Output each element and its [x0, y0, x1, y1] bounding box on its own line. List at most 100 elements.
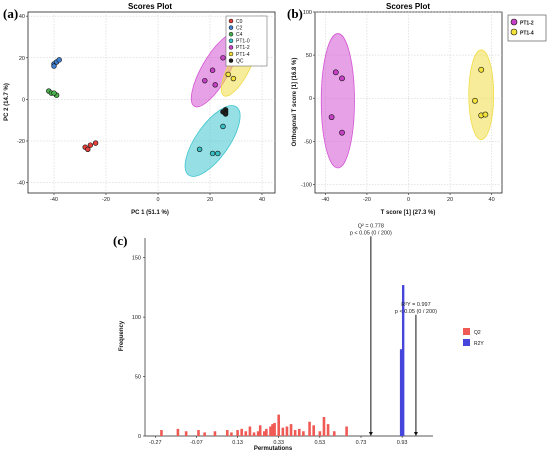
panel-a-xtick-label: -20 — [102, 197, 110, 203]
panel-a-xtick-label: 20 — [207, 197, 213, 203]
panel-c-bar-r2y — [401, 285, 405, 436]
panel-b-point-pt1-2 — [339, 75, 345, 82]
panel-c-bar-q2 — [230, 432, 233, 436]
panel-c-xtick-label: 0.93 — [397, 440, 408, 446]
panel-label-b: (b) — [287, 6, 303, 21]
panel-b-ytick-label: 50 — [306, 53, 312, 59]
panel-a-title: Scores Plot — [128, 2, 172, 11]
legend-label-c4: C4 — [236, 32, 243, 38]
panel-a-point-pt1-0 — [196, 146, 203, 153]
panel-a-point-c4 — [51, 90, 57, 96]
panel-c-bar-q2 — [263, 431, 266, 436]
panel-c-bar-q2 — [265, 428, 268, 436]
panel-c-bar-q2 — [197, 430, 200, 436]
panel-c-bar-q2 — [312, 425, 315, 436]
legend-marker-pt1-4 — [228, 51, 234, 57]
panel-c-bar-q2 — [236, 430, 239, 436]
panel-c-xlabel: Permutations — [254, 446, 293, 452]
panel-c-xtick-label: -0.07 — [190, 440, 203, 446]
panel-a-point-pt1-2 — [202, 77, 208, 84]
panel-c-ylabel: Frequency — [119, 320, 125, 351]
panel-c-bar-q2 — [213, 431, 217, 436]
panel-a-point-qc — [222, 111, 229, 117]
panel-b-xtick-label: 0 — [407, 197, 410, 203]
panel-a-point-pt1-0 — [215, 150, 221, 157]
panel-c-bar-q2 — [273, 422, 276, 436]
panel-b-ytick-label: 0 — [309, 96, 312, 102]
panel-c-xtick-label: 0.53 — [314, 440, 325, 446]
panel-c-bar-q2 — [293, 430, 297, 436]
panel-c-annotation-pvalue: p < 0.05 (0 / 200) — [350, 230, 392, 236]
panel-b-point-pt1-2 — [332, 69, 339, 76]
panel-b-ytick-label: -100 — [301, 182, 312, 188]
panel-a-xlabel: PC 1 (51.1 %) — [131, 210, 169, 216]
panel-c-annotation-pvalue: p < 0.05 (0 / 200) — [395, 309, 437, 315]
panel-c-bar-r2y — [399, 349, 403, 436]
legend-label-r2y: R2Y — [474, 341, 484, 347]
panel-c-permutation-histogram: Permutations Frequency 150 100 50 0 -0.27 -0.… — [119, 223, 484, 452]
panel-c-bar-q2 — [176, 428, 180, 436]
panel-a-ytick-label: 0 — [22, 97, 25, 103]
panel-b-point-pt1-2 — [339, 129, 345, 136]
panel-c-xtick-label: 0.13 — [232, 440, 243, 446]
panel-a-xtick-label: -40 — [50, 197, 58, 203]
panel-b-xtick-label: -20 — [363, 197, 371, 203]
panel-a-point-pt1-2 — [220, 55, 226, 61]
panel-a-xtick-label: 0 — [156, 197, 159, 203]
panel-a-ytick-label: -40 — [17, 181, 25, 187]
panel-c-ytick-label: 50 — [135, 375, 141, 381]
panel-a-point-pt1-4 — [230, 75, 237, 82]
panel-c-bar-q2 — [318, 431, 322, 436]
panel-c-bar-q2 — [258, 425, 262, 436]
panel-a-point-pt1-0 — [209, 150, 216, 157]
legend-marker-pt1-2 — [228, 45, 234, 50]
legend-label-pt1-2: PT1-2 — [236, 45, 250, 51]
panel-b-xtick-label: 20 — [447, 197, 453, 203]
panel-a-ylabel: PC 2 (14.7 %) — [4, 83, 10, 121]
panel-c-bar-q2 — [281, 427, 285, 436]
panel-c-bar-q2 — [285, 426, 289, 436]
legend-swatch-r2y — [463, 339, 470, 346]
legend-label-pt1-0: PT1-0 — [236, 39, 250, 45]
panel-label-c: (c) — [113, 233, 127, 248]
panel-c-bar-q2 — [184, 431, 188, 436]
panel-a-ytick-label: 40 — [19, 14, 25, 20]
legend-label-qc: QC — [236, 58, 244, 64]
panel-c-bar-q2 — [277, 414, 281, 436]
panel-a-point-pt1-0 — [220, 123, 226, 130]
panel-c-xtick-label: 0.33 — [273, 440, 284, 446]
panel-a-point-c2 — [56, 57, 62, 63]
panel-c-bar-q2 — [322, 416, 326, 436]
panel-c-bar-q2 — [248, 426, 252, 436]
legend-marker-pt1-4 — [510, 28, 518, 36]
legend-marker-c0 — [228, 18, 234, 24]
panel-b-xlabel: T score [1] (27.3 %) — [381, 210, 436, 216]
panel-a-plot-frame — [27, 11, 276, 194]
panel-c-bar-q2 — [269, 426, 272, 436]
panel-c-bar-q2 — [256, 431, 260, 436]
legend-label-pt1-4: PT1-4 — [520, 31, 534, 37]
panel-c-xtick-label: -0.27 — [149, 440, 162, 446]
panel-a-point-c0 — [92, 140, 99, 146]
panel-c-bar-q2 — [203, 432, 206, 436]
panel-c-bar-q2 — [160, 430, 163, 436]
legend-marker-pt1-0 — [228, 38, 234, 44]
panel-c-bar-q2 — [302, 431, 305, 436]
panel-a-scores-plot: Scores Plot PC 1 (51.1 %) PC 2 (14.7 %) … — [4, 2, 276, 216]
panel-c-bar-q2 — [240, 428, 243, 436]
legend-marker-c4 — [228, 31, 234, 37]
panel-c-annotation-arrowhead — [368, 432, 373, 436]
panel-b-xtick-label: 40 — [489, 197, 495, 203]
panel-b-ytick-label: 100 — [303, 10, 312, 16]
panel-b-ytick-label: -50 — [304, 139, 312, 145]
panel-a-point-c2 — [51, 63, 57, 69]
panel-c-bar-q2 — [308, 421, 311, 436]
panel-b-ylabel: Orthogonal T score [1] (16.8 %) — [292, 58, 298, 147]
panel-b-ellipse-pt1-4 — [468, 49, 495, 140]
panel-b-point-pt1-4 — [472, 97, 478, 104]
panel-b-xtick-label: -40 — [321, 197, 329, 203]
panel-c-bar-q2 — [332, 431, 336, 436]
panel-c-bar-q2 — [271, 424, 274, 436]
panel-c-annotation-stat: R²Y = 0.997 — [401, 302, 430, 308]
